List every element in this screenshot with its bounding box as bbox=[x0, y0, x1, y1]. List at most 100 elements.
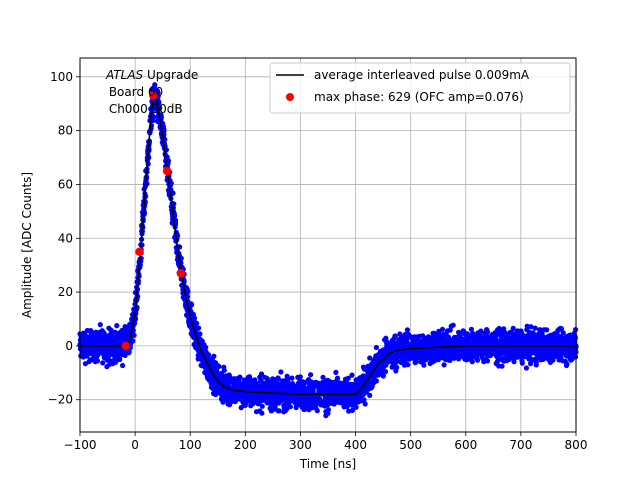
annotation-board: Board 60 bbox=[105, 85, 163, 99]
scatter-point bbox=[475, 357, 481, 363]
scatter-point bbox=[421, 362, 427, 368]
max-phase-point bbox=[176, 269, 186, 278]
scatter-point bbox=[367, 355, 373, 361]
scatter-point bbox=[94, 358, 100, 364]
x-tick-label: 300 bbox=[289, 438, 312, 452]
scatter-point bbox=[468, 326, 474, 332]
scatter-point bbox=[190, 311, 196, 317]
scatter-point bbox=[191, 315, 198, 321]
max-phase-points bbox=[121, 91, 186, 351]
average-pulse-polyline bbox=[80, 95, 576, 396]
x-tick-label: 800 bbox=[565, 438, 588, 452]
scatter-point bbox=[373, 378, 379, 384]
annotation-upgrade: Upgrade bbox=[143, 68, 198, 82]
scatter-point bbox=[380, 373, 386, 379]
scatter-point bbox=[345, 375, 351, 381]
atlas-annotation: ATLAS Upgrade Board 60 Ch000 50dB bbox=[105, 68, 198, 116]
scatter-point bbox=[205, 352, 212, 358]
legend-entry-max-phase: max phase: 629 (OFC amp=0.076) bbox=[314, 90, 524, 104]
annotation-channel: Ch000 50dB bbox=[105, 102, 183, 116]
scatter-point bbox=[196, 325, 202, 331]
scatter-point bbox=[258, 371, 265, 377]
scatter-point bbox=[404, 327, 410, 333]
scatter-point bbox=[484, 329, 491, 335]
x-tick-label: 600 bbox=[454, 438, 477, 452]
scatter-point bbox=[203, 344, 209, 351]
scatter-point bbox=[334, 375, 341, 381]
scatter-point bbox=[367, 392, 373, 398]
scatter-point bbox=[528, 324, 534, 330]
max-phase-point bbox=[149, 91, 158, 100]
y-tick-label: −20 bbox=[48, 393, 73, 407]
scatter-point bbox=[297, 374, 303, 380]
scatter-point bbox=[131, 332, 137, 338]
scatter-point bbox=[211, 353, 217, 359]
scatter-point bbox=[259, 410, 265, 416]
scatter-point bbox=[405, 362, 411, 368]
scatter-point bbox=[325, 407, 331, 413]
scatter-point bbox=[189, 302, 195, 308]
x-tick-label: 100 bbox=[179, 438, 202, 452]
y-tick-label: 40 bbox=[58, 231, 73, 245]
scatter-point bbox=[560, 330, 566, 336]
scatter-point bbox=[114, 323, 120, 329]
scatter-point bbox=[237, 374, 243, 380]
scatter-point bbox=[275, 376, 281, 382]
scatter-point bbox=[450, 322, 456, 328]
scatter-point bbox=[447, 357, 453, 363]
scatter-point bbox=[344, 379, 350, 386]
scatter-point bbox=[314, 408, 320, 414]
scatter-point bbox=[130, 338, 136, 344]
scatter-point bbox=[544, 327, 550, 333]
x-tick-label: 700 bbox=[509, 438, 532, 452]
scatter-point bbox=[126, 349, 132, 355]
scatter-point bbox=[394, 364, 400, 370]
max-phase-point bbox=[121, 341, 130, 351]
legend-dot-icon bbox=[286, 93, 294, 101]
y-tick-label: 0 bbox=[65, 339, 73, 353]
scatter-point bbox=[320, 374, 326, 380]
scatter-point bbox=[287, 404, 293, 410]
x-tick-label: 0 bbox=[131, 438, 139, 452]
scatter-point bbox=[308, 372, 314, 378]
y-tick-label: 80 bbox=[58, 124, 73, 138]
scatter-point bbox=[383, 335, 389, 341]
max-phase-point bbox=[135, 247, 144, 256]
legend: average interleaved pulse 0.009mA max ph… bbox=[269, 62, 571, 114]
scatter-point bbox=[97, 322, 103, 328]
scatter-point bbox=[333, 369, 339, 375]
scatter-point bbox=[373, 344, 379, 351]
scatter-point bbox=[170, 190, 176, 196]
scatter-point bbox=[456, 356, 462, 362]
scatter-point bbox=[519, 360, 525, 366]
scatter-point bbox=[259, 403, 265, 409]
scatter-point bbox=[120, 362, 126, 369]
y-tick-label: 20 bbox=[58, 285, 73, 299]
x-axis-label: Time [ns] bbox=[299, 457, 356, 471]
scatter-point bbox=[362, 401, 368, 407]
scatter-point bbox=[564, 361, 570, 367]
scatter-point bbox=[100, 360, 106, 366]
y-tick-label: 60 bbox=[58, 177, 73, 191]
x-tick-label: 500 bbox=[399, 438, 422, 452]
scatter-point bbox=[349, 407, 355, 413]
average-pulse-line bbox=[80, 95, 576, 396]
scatter-point bbox=[439, 326, 446, 332]
scatter-point bbox=[558, 353, 564, 359]
legend-box bbox=[269, 62, 571, 114]
legend-entry-average: average interleaved pulse 0.009mA bbox=[314, 68, 530, 82]
scatter-point bbox=[150, 117, 156, 123]
plot-frame bbox=[79, 57, 577, 433]
y-axis-label: Amplitude [ADC Counts] bbox=[20, 172, 34, 318]
scatter-point bbox=[523, 365, 530, 371]
svg-text:ATLAS Upgrade: ATLAS Upgrade bbox=[105, 68, 198, 82]
scatter-point bbox=[152, 82, 158, 88]
scatter-point bbox=[392, 333, 398, 339]
scatter-point bbox=[185, 289, 191, 295]
y-tick-label: 100 bbox=[50, 70, 73, 84]
scatter-point bbox=[382, 369, 389, 375]
scatter-point bbox=[165, 158, 172, 164]
scatter-point bbox=[533, 359, 539, 365]
scatter-point bbox=[353, 404, 359, 410]
